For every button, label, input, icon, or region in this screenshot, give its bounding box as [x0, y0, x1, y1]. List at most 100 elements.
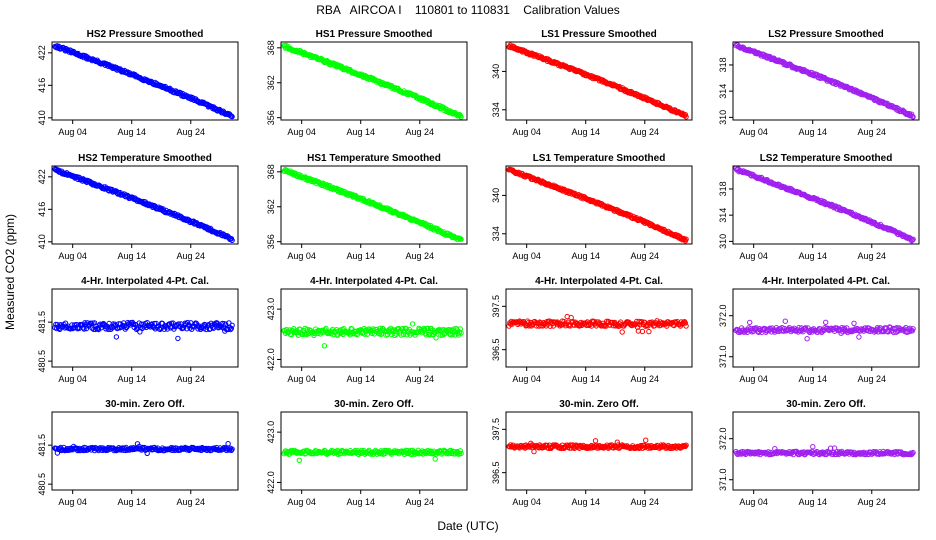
- data-point: [321, 343, 328, 349]
- y-tick-label: 480.5: [37, 473, 47, 496]
- data-point: [134, 441, 141, 447]
- y-tick-label: 314: [718, 84, 728, 99]
- data-point: [782, 318, 788, 324]
- x-tick-label: Aug 14: [798, 497, 827, 507]
- x-tick-label: Aug 04: [739, 251, 768, 261]
- panel-6: HS1 Temperature Smoothed Aug 04 Aug 14 Aug …: [266, 153, 468, 261]
- x-tick-label: Aug 14: [571, 497, 600, 507]
- data-point: [81, 326, 87, 332]
- plot-frame: [732, 288, 920, 368]
- y-tick-label: 397.5: [491, 295, 501, 318]
- x-tick-label: Aug 24: [630, 251, 659, 261]
- plot-frame: [732, 165, 920, 245]
- y-tick-label: 481.5: [37, 434, 47, 457]
- data-points: [281, 166, 464, 243]
- x-tick-label: Aug 14: [346, 374, 375, 384]
- panel-title: LS2 Pressure Smoothed: [768, 29, 884, 40]
- y-tick-label: 372.0: [718, 427, 728, 450]
- data-point: [433, 335, 439, 341]
- x-tick-label: Aug 14: [798, 127, 827, 137]
- data-point: [612, 443, 618, 449]
- data-point: [296, 457, 302, 463]
- data-point: [804, 336, 810, 342]
- data-point: [638, 319, 645, 325]
- data-point: [229, 322, 235, 328]
- y-tick-label: 340: [491, 64, 501, 79]
- data-point: [425, 325, 431, 331]
- data-point: [614, 439, 620, 445]
- panel-title: 4-Hr. Interpolated 4-Pt. Cal.: [310, 276, 438, 287]
- x-tick-label: Aug 04: [287, 127, 316, 137]
- panel-title: HS2 Temperature Smoothed: [78, 153, 212, 164]
- data-point: [423, 332, 429, 338]
- x-tick-label: Aug 24: [857, 127, 886, 137]
- data-point: [643, 437, 649, 443]
- panel-8: LS2 Temperature Smoothed Aug 04 Aug 14 Aug …: [718, 153, 920, 261]
- data-point: [747, 319, 753, 326]
- data-point: [229, 446, 235, 452]
- panel-title: 30-min. Zero Off.: [105, 399, 185, 410]
- data-point: [222, 321, 229, 327]
- data-point: [175, 335, 181, 342]
- panel-9: 4-Hr. Interpolated 4-Pt. Cal. Aug 04 Aug 1…: [37, 276, 239, 384]
- data-point: [838, 330, 844, 336]
- x-tick-label: Aug 24: [176, 251, 205, 261]
- data-point: [765, 449, 771, 455]
- data-point: [856, 334, 862, 340]
- y-tick-label: 422.0: [266, 348, 276, 371]
- data-point: [910, 236, 916, 243]
- y-tick-label: 396.5: [491, 461, 501, 484]
- x-tick-label: Aug 24: [176, 127, 205, 137]
- data-point: [682, 320, 688, 326]
- data-point: [851, 320, 857, 326]
- panel-4: LS2 Pressure Smoothed Aug 04 Aug 14 Aug 24 3…: [718, 29, 920, 137]
- x-tick-label: Aug 24: [405, 497, 434, 507]
- data-point: [184, 319, 191, 326]
- x-tick-label: Aug 24: [405, 251, 434, 261]
- panel-title: 4-Hr. Interpolated 4-Pt. Cal.: [762, 276, 890, 287]
- x-tick-label: Aug 24: [405, 374, 434, 384]
- data-point: [683, 442, 689, 448]
- panel-3: LS1 Pressure Smoothed Aug 04 Aug 14 Aug 24 3…: [491, 29, 693, 137]
- x-tick-label: Aug 04: [512, 251, 541, 261]
- data-points: [733, 318, 916, 342]
- plot-frame: [280, 288, 468, 368]
- x-tick-label: Aug 24: [857, 497, 886, 507]
- data-point: [458, 236, 464, 242]
- data-points: [733, 165, 916, 244]
- data-point: [683, 323, 689, 329]
- y-tick-label: 410: [37, 110, 47, 125]
- data-points: [281, 321, 464, 349]
- x-tick-label: Aug 04: [739, 374, 768, 384]
- data-point: [909, 113, 916, 120]
- y-tick-label: 422.0: [266, 471, 276, 494]
- x-tick-label: Aug 24: [857, 374, 886, 384]
- panel-1: HS2 Pressure Smoothed Aug 04 Aug 14 Aug 24 4…: [37, 29, 239, 137]
- y-tick-label: 416: [37, 78, 47, 93]
- panel-title: 30-min. Zero Off.: [786, 399, 866, 410]
- panel-title: 30-min. Zero Off.: [559, 399, 639, 410]
- x-tick-label: Aug 04: [58, 251, 87, 261]
- panel-title: LS1 Pressure Smoothed: [541, 29, 657, 40]
- figure-title: RBA AIRCOA I 110801 to 110831 Calibratio…: [316, 3, 620, 17]
- data-point: [910, 449, 916, 456]
- x-tick-label: Aug 24: [176, 374, 205, 384]
- data-point: [297, 326, 303, 333]
- data-point: [683, 236, 689, 242]
- panel-title: 4-Hr. Interpolated 4-Pt. Cal.: [535, 276, 663, 287]
- panel-12: 4-Hr. Interpolated 4-Pt. Cal. Aug 04 Aug 1…: [718, 276, 920, 384]
- y-tick-label: 481.5: [37, 311, 47, 334]
- x-tick-label: Aug 14: [346, 251, 375, 261]
- plot-frame: [505, 288, 693, 368]
- data-point: [294, 173, 300, 179]
- y-tick-label: 314: [718, 208, 728, 223]
- plot-frame: [51, 288, 239, 368]
- data-points: [733, 41, 916, 120]
- x-tick-label: Aug 24: [176, 497, 205, 507]
- x-tick-label: Aug 04: [512, 127, 541, 137]
- x-tick-label: Aug 14: [346, 497, 375, 507]
- data-point: [228, 325, 235, 332]
- x-tick-label: Aug 24: [630, 374, 659, 384]
- data-point: [303, 331, 309, 337]
